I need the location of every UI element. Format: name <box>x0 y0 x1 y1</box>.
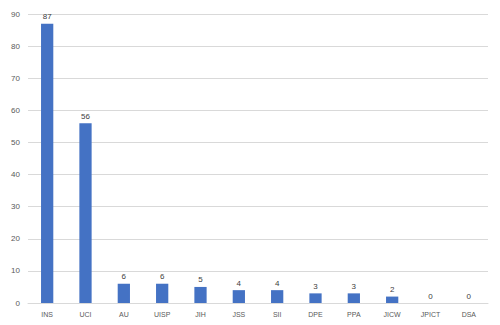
svg-text:2: 2 <box>390 285 395 294</box>
svg-text:20: 20 <box>11 234 20 243</box>
svg-text:0: 0 <box>16 299 21 308</box>
svg-text:60: 60 <box>11 106 20 115</box>
svg-text:0: 0 <box>467 292 472 301</box>
svg-text:UCI: UCI <box>79 311 91 318</box>
svg-text:INS: INS <box>41 311 53 318</box>
svg-text:JPICT: JPICT <box>421 311 441 318</box>
svg-text:3: 3 <box>352 282 357 291</box>
svg-text:PPA: PPA <box>347 311 361 318</box>
svg-text:JSS: JSS <box>232 311 245 318</box>
svg-text:80: 80 <box>11 42 20 51</box>
svg-text:JIH: JIH <box>195 311 206 318</box>
svg-text:3: 3 <box>313 282 318 291</box>
svg-text:6: 6 <box>160 272 165 281</box>
svg-text:DSA: DSA <box>462 311 477 318</box>
svg-text:4: 4 <box>275 279 280 288</box>
svg-text:0: 0 <box>428 292 433 301</box>
svg-text:10: 10 <box>11 266 20 275</box>
svg-text:40: 40 <box>11 170 20 179</box>
svg-text:JICW: JICW <box>384 311 402 318</box>
svg-text:6: 6 <box>122 272 127 281</box>
svg-text:56: 56 <box>81 112 90 121</box>
svg-text:50: 50 <box>11 138 20 147</box>
svg-text:4: 4 <box>237 279 242 288</box>
svg-text:DPE: DPE <box>308 311 323 318</box>
svg-text:87: 87 <box>43 12 52 21</box>
svg-text:AU: AU <box>119 311 129 318</box>
svg-text:5: 5 <box>198 275 203 284</box>
svg-text:30: 30 <box>11 202 20 211</box>
svg-text:UISP: UISP <box>154 311 171 318</box>
svg-text:90: 90 <box>11 10 20 19</box>
svg-text:70: 70 <box>11 74 20 83</box>
svg-text:SII: SII <box>273 311 282 318</box>
